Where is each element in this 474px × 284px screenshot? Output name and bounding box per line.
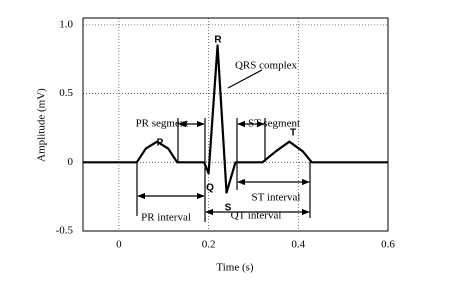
x-tick-label: 0.6 bbox=[381, 239, 395, 251]
annotation: PR segment bbox=[136, 118, 189, 130]
brackets bbox=[136, 69, 311, 222]
annotation: PR interval bbox=[141, 212, 191, 224]
annotation: ST interval bbox=[252, 192, 301, 204]
ecg-line bbox=[83, 44, 388, 194]
y-axis-label: Amplitude (mV) bbox=[36, 88, 48, 162]
plot-frame bbox=[82, 17, 389, 232]
x-tick-label: 0.2 bbox=[202, 239, 216, 251]
x-tick-label: 0 bbox=[116, 239, 122, 251]
annotation: R bbox=[214, 35, 222, 46]
y-tick-label: -0.5 bbox=[56, 225, 74, 237]
annotation: QT interval bbox=[231, 210, 282, 222]
grid bbox=[83, 18, 389, 232]
y-tick-label: 1.0 bbox=[59, 18, 73, 30]
annotation: P bbox=[157, 138, 164, 149]
annotation: Q bbox=[206, 183, 214, 194]
x-tick-label: 0.4 bbox=[291, 239, 305, 251]
x-axis-label: Time (s) bbox=[216, 262, 254, 274]
annotation: QRS complex bbox=[235, 60, 298, 72]
annotation: T bbox=[290, 128, 296, 139]
y-tick-label: 0 bbox=[68, 156, 74, 168]
y-tick-label: 0.5 bbox=[59, 87, 73, 99]
annotation: ST segment bbox=[248, 118, 300, 130]
annotation: S bbox=[225, 203, 232, 214]
